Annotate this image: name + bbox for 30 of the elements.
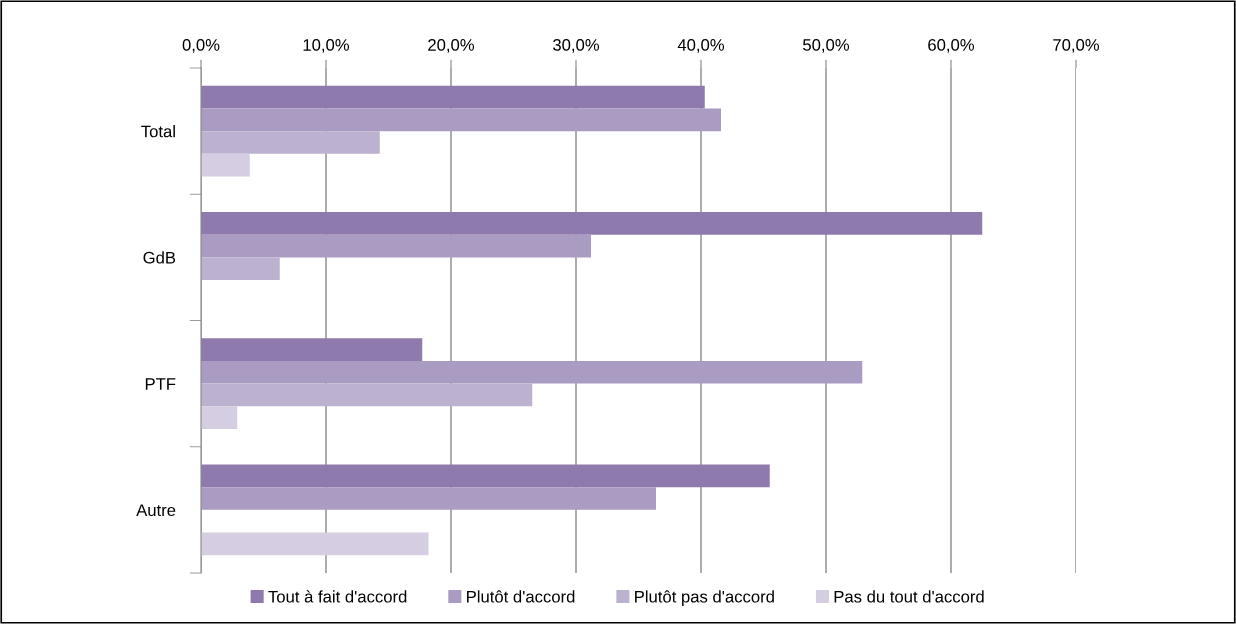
bar bbox=[201, 211, 983, 235]
bar bbox=[201, 234, 591, 258]
y-tick-label: PTF bbox=[145, 378, 176, 390]
y-tick-label: GdB bbox=[143, 251, 176, 264]
bar bbox=[201, 360, 863, 384]
y-tick-label: Autre bbox=[136, 504, 176, 517]
bar bbox=[201, 85, 705, 109]
bar bbox=[201, 532, 429, 556]
x-tick-label: 20,0% bbox=[428, 39, 475, 53]
legend-label: Plutôt pas d'accord bbox=[635, 590, 774, 606]
bar bbox=[201, 153, 250, 177]
legend-label: Tout à fait d'accord bbox=[268, 590, 407, 603]
y-tick-label: Total bbox=[141, 125, 175, 138]
bar bbox=[201, 464, 770, 488]
x-tick-label: 40,0% bbox=[677, 39, 725, 53]
bar bbox=[201, 383, 533, 407]
x-tick-label: 60,0% bbox=[928, 39, 975, 53]
bar bbox=[201, 131, 380, 154]
x-tick-label: 70,0% bbox=[1053, 39, 1100, 53]
x-tick-label: 30,0% bbox=[553, 39, 600, 53]
x-tick-label: 50,0% bbox=[803, 39, 850, 53]
bar bbox=[201, 257, 280, 281]
bar bbox=[201, 487, 656, 510]
legend-label: Plutôt d'accord bbox=[467, 590, 575, 603]
x-tick-label: 0,0% bbox=[182, 39, 220, 53]
bar bbox=[201, 108, 721, 132]
bar bbox=[201, 406, 238, 430]
bar bbox=[201, 338, 423, 361]
legend-label: Pas du tout d'accord bbox=[834, 590, 984, 603]
x-tick-label: 10,0% bbox=[303, 39, 350, 53]
